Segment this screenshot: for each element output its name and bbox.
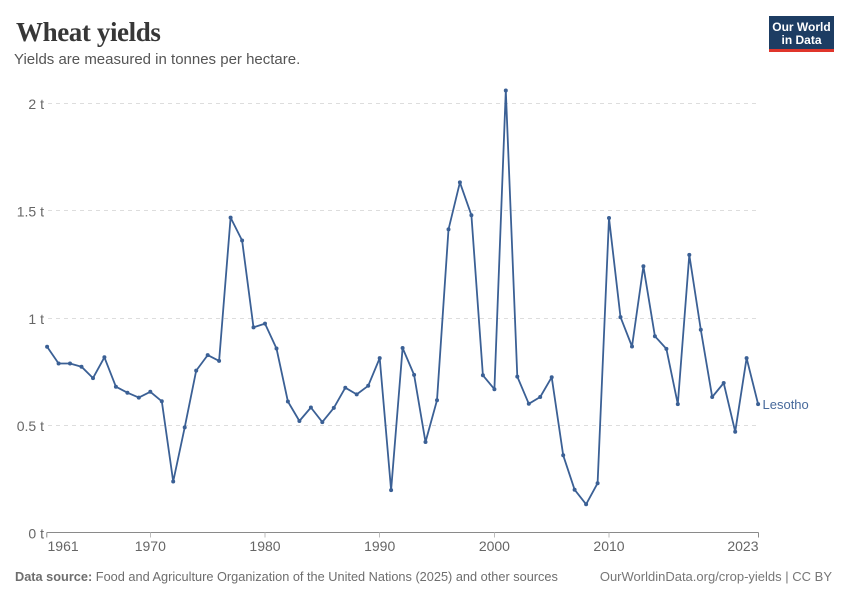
svg-text:2010: 2010 bbox=[593, 538, 624, 554]
svg-text:1990: 1990 bbox=[364, 538, 395, 554]
svg-text:1970: 1970 bbox=[135, 538, 166, 554]
svg-text:1.5 t: 1.5 t bbox=[17, 203, 44, 219]
svg-text:0.5 t: 0.5 t bbox=[17, 418, 44, 434]
svg-text:0 t: 0 t bbox=[28, 525, 44, 541]
svg-text:2 t: 2 t bbox=[28, 96, 44, 112]
svg-text:2000: 2000 bbox=[479, 538, 510, 554]
svg-text:2023: 2023 bbox=[727, 538, 758, 554]
svg-text:1 t: 1 t bbox=[28, 311, 44, 327]
svg-text:1961: 1961 bbox=[48, 538, 79, 554]
svg-text:Lesotho: Lesotho bbox=[763, 397, 809, 412]
svg-text:1980: 1980 bbox=[249, 538, 280, 554]
